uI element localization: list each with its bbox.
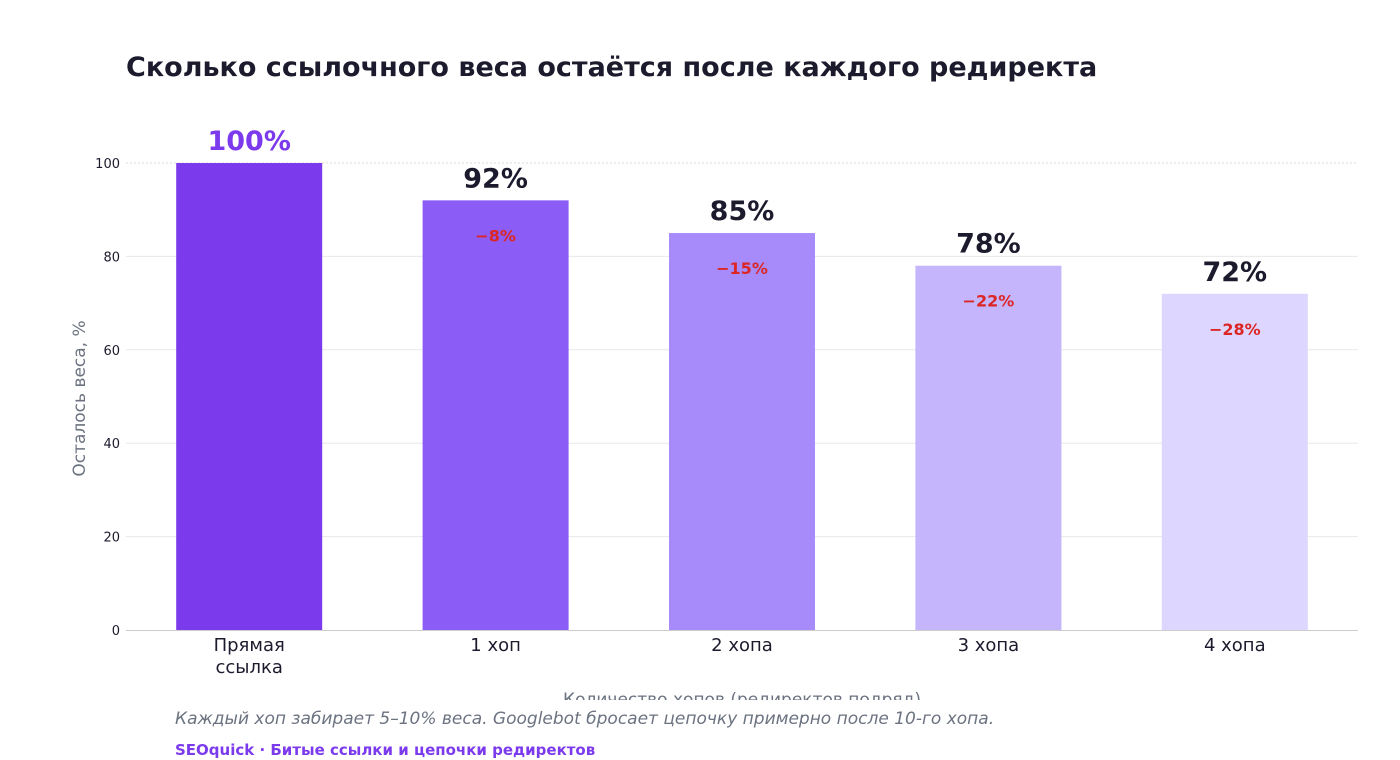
- y-tick-label: 60: [103, 344, 120, 359]
- x-tick-label: 3 хопа: [958, 635, 1020, 656]
- bar: [1161, 293, 1308, 630]
- x-axis-title: Количество хопов (редиректов подряд): [563, 690, 921, 700]
- bar-value-label: 78%: [956, 229, 1021, 260]
- bar: [422, 200, 569, 631]
- x-tick-label: 4 хопа: [1204, 635, 1266, 656]
- x-tick-label: ссылка: [215, 657, 282, 678]
- chart-footnote: Каждый хоп забирает 5–10% веса. Googlebo…: [175, 709, 995, 729]
- bar: [915, 265, 1062, 630]
- bar-loss-label: −28%: [1209, 320, 1261, 339]
- y-tick-label: 40: [103, 437, 120, 452]
- bar-loss-label: −15%: [716, 259, 768, 278]
- bar-value-label: 100%: [207, 126, 290, 157]
- bar-value-label: 85%: [710, 196, 775, 227]
- y-tick-label: 20: [103, 531, 120, 546]
- y-tick-label: 0: [112, 624, 120, 639]
- y-tick-label: 80: [103, 250, 120, 265]
- bar: [669, 233, 815, 631]
- bar-loss-label: −8%: [475, 226, 516, 245]
- bar: [176, 163, 323, 630]
- bar-value-label: 72%: [1202, 257, 1267, 288]
- x-tick-label: 2 хопа: [711, 635, 773, 656]
- x-tick-label: Прямая: [214, 635, 285, 656]
- bar-value-label: 92%: [463, 163, 528, 194]
- y-axis-title: Осталось веса, %: [70, 320, 90, 476]
- bar-loss-label: −22%: [963, 292, 1015, 311]
- x-tick-label: 1 хоп: [470, 635, 521, 656]
- source-credit: SEOquick · Битые ссылки и цепочки редире…: [175, 741, 596, 759]
- chart-title: Сколько ссылочного веса остаётся после к…: [126, 52, 1098, 83]
- y-tick-label: 100: [95, 157, 120, 172]
